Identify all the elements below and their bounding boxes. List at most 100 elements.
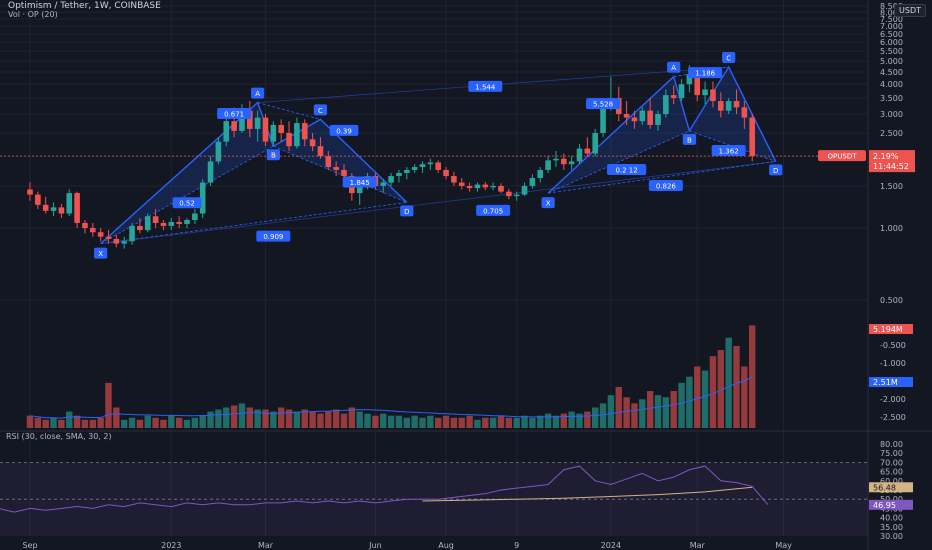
volume-bar <box>128 417 136 428</box>
candle-body <box>537 169 544 178</box>
time-axis-tick: 9 <box>514 541 519 550</box>
volume-bar <box>749 325 756 428</box>
harmonic-pattern-ratio-line <box>100 202 407 245</box>
last-price-symbol: OPUSDT <box>828 153 858 161</box>
volume-bar <box>348 407 356 428</box>
rsi-indicator-label: RSI (30, close, SMA, 30, 2) <box>6 432 112 441</box>
volume-bar <box>152 417 159 428</box>
candle-body <box>435 162 441 170</box>
volume-bar <box>427 415 434 428</box>
volume-bar <box>521 415 528 428</box>
volume-bar <box>419 417 426 428</box>
rsi-axis-tick: 40.00 <box>880 514 903 523</box>
volume-bar <box>513 417 520 428</box>
candle-body <box>50 207 57 211</box>
candle-body <box>176 221 182 224</box>
candle-body <box>725 101 732 111</box>
volume-last-bg <box>869 324 913 334</box>
pattern-point-label: X <box>98 250 103 258</box>
candle-body <box>168 221 175 226</box>
price-axis-tick: 6.500 <box>880 30 903 39</box>
candle-body <box>663 95 669 115</box>
volume-bar <box>317 413 324 428</box>
price-axis-tick: 4.000 <box>880 80 903 89</box>
volume-bar <box>42 419 49 428</box>
pattern-point-label: X <box>546 200 551 208</box>
candle-body <box>568 161 575 165</box>
rsi-value-bg <box>869 499 913 510</box>
candle-body <box>639 110 646 122</box>
price-axis-tick: 1.000 <box>880 224 903 233</box>
candle-body <box>35 194 41 205</box>
volume-bar <box>191 417 199 428</box>
volume-bar <box>701 370 709 428</box>
pattern-connector <box>100 161 776 245</box>
volume-bar <box>97 417 104 428</box>
time-axis-tick: Aug <box>438 541 454 550</box>
volume-bar <box>332 409 340 428</box>
pattern-ratio-label-bg <box>217 108 252 120</box>
candle-body <box>199 182 206 214</box>
volume-bar <box>285 409 293 428</box>
price-axis-tick: 3.000 <box>880 110 903 119</box>
candle-body <box>631 117 638 122</box>
volume-bar <box>599 403 607 428</box>
price-axis-tick: 7.000 <box>880 22 903 31</box>
candle-body <box>561 158 567 165</box>
candle-body <box>207 161 214 183</box>
candle-body <box>317 146 324 157</box>
candle-body <box>380 182 387 186</box>
last-price-timer: 11:44:52 <box>873 162 909 171</box>
volume-bar <box>639 399 646 428</box>
volume-bar <box>403 417 410 428</box>
volume-bar <box>364 413 371 428</box>
rsi-value: 46.95 <box>873 501 896 510</box>
pattern-point-label-bg <box>667 61 681 73</box>
volume-bar <box>529 417 536 428</box>
volume-bar <box>505 417 513 428</box>
candle-body <box>356 182 363 194</box>
pattern-ratio-label-bg <box>711 145 746 157</box>
rsi-axis-tick: 70.00 <box>880 458 903 467</box>
harmonic-pattern-fill <box>548 76 690 194</box>
volume-bar <box>73 415 81 428</box>
pattern-point-label-bg <box>313 104 328 116</box>
candle-body <box>694 74 701 96</box>
volume-bar <box>199 415 206 428</box>
candle-body <box>160 222 167 226</box>
pattern-ratio-label-bg <box>256 230 291 242</box>
volume-bar <box>89 419 96 428</box>
price-axis-tick: 7.500 <box>880 15 903 24</box>
pattern-point-label-bg <box>400 205 414 217</box>
pattern-ratio-label: 1.544 <box>475 83 496 91</box>
volume-bar <box>458 417 465 428</box>
candle-body <box>592 132 598 154</box>
candle-body <box>490 185 496 188</box>
candle-body <box>458 182 465 186</box>
pattern-ratio-label: 0.2 12 <box>615 166 637 174</box>
volume-bar <box>435 417 442 428</box>
volume-bar <box>301 409 308 428</box>
candle-body <box>670 95 677 99</box>
volume-bar <box>615 386 622 428</box>
volume-bar <box>175 417 183 428</box>
volume-ma-label: 2.51M <box>873 378 898 387</box>
candle-body <box>411 167 418 170</box>
pattern-point-label-bg <box>682 133 696 145</box>
candle-body <box>404 169 410 173</box>
price-axis-tick: 4.500 <box>880 68 903 77</box>
volume-bar <box>411 415 418 428</box>
volume-bar <box>325 411 332 428</box>
volume-bar <box>136 419 144 428</box>
volume-bar <box>741 366 748 428</box>
volume-bar <box>168 415 175 428</box>
time-axis-tick: May <box>775 541 792 550</box>
volume-axis-tick: -1.000 <box>880 359 906 368</box>
candle-body <box>152 216 159 223</box>
candle-body <box>741 107 748 118</box>
quote-currency-badge[interactable]: USDT <box>894 4 926 17</box>
pattern-point-label: C <box>726 55 731 63</box>
volume-bar <box>662 397 670 428</box>
candle-body <box>655 114 661 125</box>
